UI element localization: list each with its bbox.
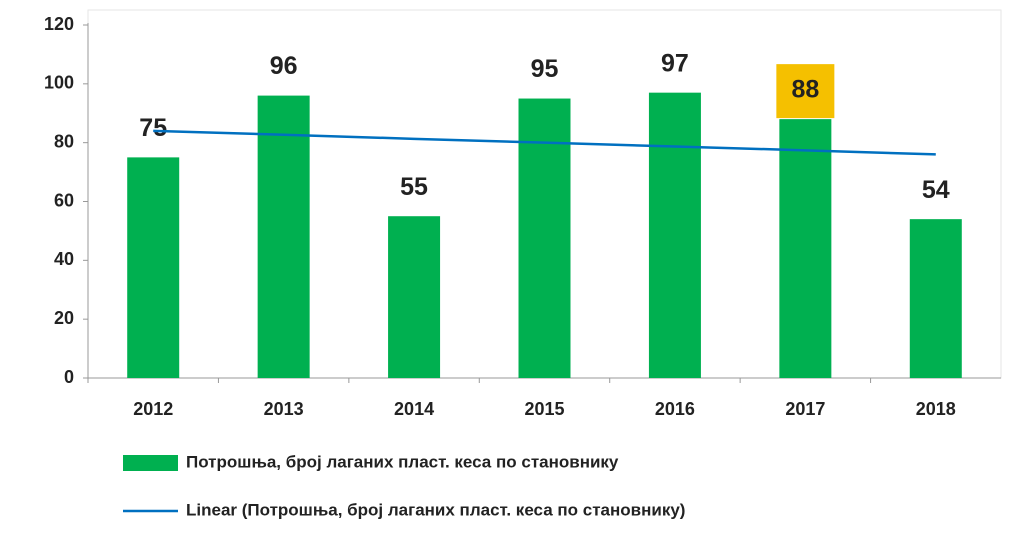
label-highlight [776, 64, 835, 119]
y-tick-label: 100 [44, 73, 74, 93]
data-label: 75 [139, 114, 167, 142]
x-tick-label: 2014 [394, 399, 434, 419]
y-tick-label: 20 [54, 308, 74, 328]
x-tick-label: 2015 [524, 399, 564, 419]
data-label: 88 [791, 76, 819, 104]
data-label: 95 [531, 55, 559, 83]
data-label: 54 [922, 176, 950, 204]
bar [648, 92, 701, 379]
y-tick-label: 0 [64, 367, 74, 387]
x-tick-label: 2016 [655, 399, 695, 419]
x-tick-label: 2017 [785, 399, 825, 419]
data-label: 96 [270, 52, 298, 80]
trend-line [153, 129, 936, 156]
y-tick-label: 120 [44, 14, 74, 34]
bar [518, 98, 571, 379]
y-tick-label: 80 [54, 131, 74, 151]
bar [779, 119, 832, 378]
bar [388, 216, 441, 378]
bar [127, 157, 180, 378]
x-tick-label: 2013 [264, 399, 304, 419]
legend-swatch [123, 455, 178, 471]
y-tick-label: 40 [54, 249, 74, 269]
data-label: 55 [400, 173, 428, 201]
data-label: 97 [661, 49, 689, 77]
legend-label: Потрошња, број лаганих пласт. кеса по ст… [186, 452, 619, 471]
legend-label: Linear (Потрошња, број лаганих пласт. ке… [186, 500, 685, 519]
x-tick-label: 2018 [916, 399, 956, 419]
bar [909, 219, 962, 378]
x-tick-label: 2012 [133, 399, 173, 419]
y-tick-label: 60 [54, 190, 74, 210]
bar [257, 95, 310, 378]
